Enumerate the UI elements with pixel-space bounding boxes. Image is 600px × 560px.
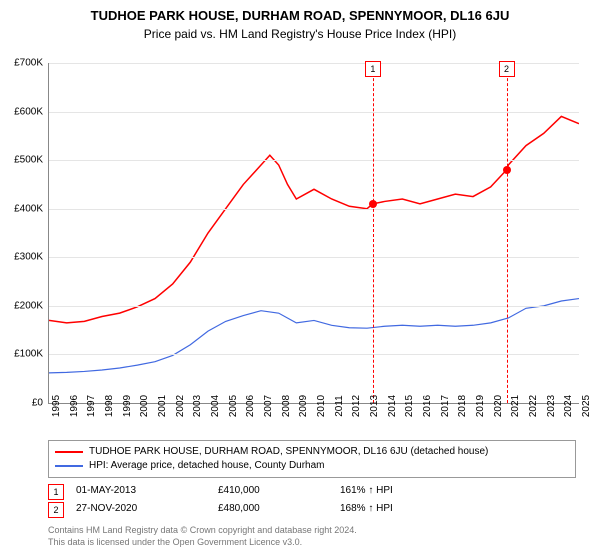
x-tick-label: 2004 xyxy=(210,395,221,417)
data-pct-1: 161% ↑ HPI xyxy=(340,482,576,500)
marker-vline xyxy=(507,63,508,403)
legend-label-1: TUDHOE PARK HOUSE, DURHAM ROAD, SPENNYMO… xyxy=(89,445,488,459)
plot-svg xyxy=(49,63,579,403)
legend-swatch-1 xyxy=(55,451,83,453)
x-tick-label: 2009 xyxy=(298,395,309,417)
legend-swatch-2 xyxy=(55,465,83,467)
x-tick-label: 2025 xyxy=(581,395,592,417)
x-tick-label: 2021 xyxy=(510,395,521,417)
x-tick-label: 2015 xyxy=(404,395,415,417)
x-tick-label: 2022 xyxy=(528,395,539,417)
chart-title: TUDHOE PARK HOUSE, DURHAM ROAD, SPENNYMO… xyxy=(0,8,600,23)
x-tick-label: 2024 xyxy=(563,395,574,417)
x-tick-label: 2016 xyxy=(422,395,433,417)
data-price-2: £480,000 xyxy=(218,500,328,518)
y-tick-label: £300K xyxy=(0,252,43,263)
x-tick-label: 1997 xyxy=(86,395,97,417)
x-tick-label: 2018 xyxy=(457,395,468,417)
gridline-h xyxy=(49,306,579,307)
legend-label-2: HPI: Average price, detached house, Coun… xyxy=(89,459,325,473)
marker-box-1: 1 xyxy=(48,484,64,500)
footer-line-2: This data is licensed under the Open Gov… xyxy=(48,536,357,548)
chart-area: 12 £0£100K£200K£300K£400K£500K£600K£700K… xyxy=(48,63,578,403)
x-tick-label: 2000 xyxy=(139,395,150,417)
data-price-1: £410,000 xyxy=(218,482,328,500)
legend-row-1: TUDHOE PARK HOUSE, DURHAM ROAD, SPENNYMO… xyxy=(55,445,569,459)
x-tick-label: 2023 xyxy=(546,395,557,417)
x-tick-label: 2014 xyxy=(387,395,398,417)
x-tick-label: 2013 xyxy=(369,395,380,417)
x-tick-label: 2017 xyxy=(440,395,451,417)
data-marker-cell-1: 1 xyxy=(48,484,64,498)
y-tick-label: £500K xyxy=(0,155,43,166)
y-tick-label: £100K xyxy=(0,349,43,360)
footer: Contains HM Land Registry data © Crown c… xyxy=(48,524,357,548)
data-row-1: 1 01-MAY-2013 £410,000 161% ↑ HPI xyxy=(48,482,576,500)
x-tick-label: 2012 xyxy=(351,395,362,417)
marker-flag: 1 xyxy=(365,61,381,77)
marker-flag: 2 xyxy=(499,61,515,77)
data-date-2: 27-NOV-2020 xyxy=(76,500,206,518)
data-marker-cell-2: 2 xyxy=(48,502,64,516)
gridline-h xyxy=(49,354,579,355)
plot-region: 12 xyxy=(48,63,579,404)
x-tick-label: 2006 xyxy=(245,395,256,417)
marker-dot xyxy=(503,166,511,174)
marker-vline xyxy=(373,63,374,403)
x-tick-label: 1999 xyxy=(122,395,133,417)
marker-box-2: 2 xyxy=(48,502,64,518)
x-tick-label: 2002 xyxy=(175,395,186,417)
x-tick-label: 1998 xyxy=(104,395,115,417)
chart-subtitle: Price paid vs. HM Land Registry's House … xyxy=(0,27,600,41)
gridline-h xyxy=(49,209,579,210)
marker-dot xyxy=(369,200,377,208)
y-tick-label: £0 xyxy=(0,398,43,409)
x-tick-label: 2019 xyxy=(475,395,486,417)
y-tick-label: £700K xyxy=(0,58,43,69)
gridline-h xyxy=(49,112,579,113)
footer-line-1: Contains HM Land Registry data © Crown c… xyxy=(48,524,357,536)
x-tick-label: 2005 xyxy=(228,395,239,417)
x-tick-label: 2020 xyxy=(493,395,504,417)
x-tick-label: 2007 xyxy=(263,395,274,417)
legend-row-2: HPI: Average price, detached house, Coun… xyxy=(55,459,569,473)
data-table: 1 01-MAY-2013 £410,000 161% ↑ HPI 2 27-N… xyxy=(48,482,576,518)
gridline-h xyxy=(49,160,579,161)
data-pct-2: 168% ↑ HPI xyxy=(340,500,576,518)
x-tick-label: 1995 xyxy=(51,395,62,417)
legend-box: TUDHOE PARK HOUSE, DURHAM ROAD, SPENNYMO… xyxy=(48,440,576,478)
data-row-2: 2 27-NOV-2020 £480,000 168% ↑ HPI xyxy=(48,500,576,518)
data-date-1: 01-MAY-2013 xyxy=(76,482,206,500)
x-tick-label: 2003 xyxy=(192,395,203,417)
series-price_paid xyxy=(49,116,579,322)
x-tick-label: 2008 xyxy=(281,395,292,417)
x-tick-label: 1996 xyxy=(69,395,80,417)
x-tick-label: 2010 xyxy=(316,395,327,417)
y-tick-label: £200K xyxy=(0,300,43,311)
y-tick-label: £400K xyxy=(0,203,43,214)
y-tick-label: £600K xyxy=(0,106,43,117)
gridline-h xyxy=(49,257,579,258)
chart-container: TUDHOE PARK HOUSE, DURHAM ROAD, SPENNYMO… xyxy=(0,8,600,560)
x-tick-label: 2011 xyxy=(334,395,345,417)
x-tick-label: 2001 xyxy=(157,395,168,417)
